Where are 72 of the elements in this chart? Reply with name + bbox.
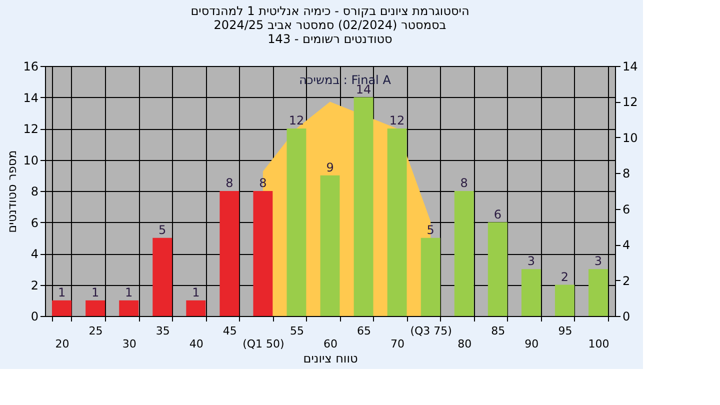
y-tick-label: 8 [30, 184, 38, 198]
bar [119, 300, 139, 316]
text: סטודנטים רשומים - 143 [268, 32, 392, 46]
text: היסטוגרמת ציונים בקורס - כימיה אנליטית 1 למהנדסים [190, 4, 470, 18]
x-tick-label: 60 [324, 338, 338, 350]
y-tick-label: 2 [30, 278, 38, 292]
data-label: 8 [460, 176, 468, 190]
x-tick-label: 25 [88, 324, 103, 338]
data-label: 8 [226, 176, 234, 190]
data-label: 12 [288, 114, 304, 128]
x-tick-label: 35 [156, 324, 170, 338]
data-label: 2 [560, 270, 569, 284]
data-label: 1 [91, 285, 100, 300]
y2-tick-label: 12 [622, 95, 638, 110]
y-tick-label: 4 [30, 247, 38, 261]
text: בסמסטר (02/2024) סמסטר אביב 2024/25 [214, 18, 446, 32]
y-tick-label: 10 [23, 153, 38, 168]
bar [588, 269, 608, 316]
bar [186, 300, 206, 316]
bar [521, 269, 541, 316]
x-tick-label: 45 [222, 324, 237, 338]
bar [220, 191, 240, 316]
bar [454, 191, 474, 316]
x-tick-label: 20 [55, 338, 70, 350]
bar [320, 175, 340, 316]
y-tick-label: 14 [23, 90, 38, 105]
x-tick-label: 85 [491, 324, 506, 338]
bar [420, 238, 440, 316]
y-tick-label: 0 [30, 310, 38, 324]
x-tick-label: 30 [122, 338, 136, 350]
data-label: 5 [158, 222, 166, 237]
data-label: 12 [389, 114, 405, 128]
data-label: 3 [594, 254, 602, 268]
y-tick-label: 6 [30, 216, 38, 230]
bar [286, 128, 306, 316]
data-label: 1 [58, 285, 66, 300]
x-tick-label: 70 [390, 338, 405, 350]
data-label: 5 [426, 222, 434, 237]
y2-tick-label: 10 [622, 130, 638, 145]
x-tick-label: (Q3 75) [410, 324, 452, 338]
bar [52, 300, 72, 316]
bar [554, 284, 574, 316]
y-axis-title: מספר סטודנטים [5, 150, 20, 233]
bar [387, 128, 407, 316]
data-label: 9 [326, 160, 334, 174]
y-tick-label: 12 [23, 122, 38, 136]
bar [86, 300, 106, 316]
data-label: 1 [192, 285, 200, 300]
y2-tick-label: 14 [622, 60, 638, 74]
bar [253, 191, 273, 316]
data-label: 1 [125, 285, 133, 300]
y2-tick-label: 6 [622, 202, 630, 216]
data-label: 3 [527, 254, 535, 268]
x-tick-label: 95 [558, 324, 572, 338]
y2-tick-label: 0 [622, 310, 630, 324]
x-axis-title: טווח ציונים [303, 352, 358, 366]
x-tick-label: 100 [588, 338, 610, 350]
y2-tick-label: 2 [622, 274, 630, 288]
x-tick-label: (Q1 50) [242, 338, 284, 350]
x-tick-label: 55 [290, 324, 304, 338]
data-label: 8 [259, 176, 267, 190]
x-tick-label: 90 [524, 338, 539, 350]
y-tick-label: 16 [23, 60, 38, 74]
y2-tick-label: 8 [622, 166, 630, 181]
x-tick-label: 65 [357, 324, 372, 338]
bar [354, 97, 374, 316]
x-tick-label: 40 [189, 338, 204, 350]
bar [152, 238, 172, 316]
y2-tick-label: 4 [622, 238, 630, 252]
bar [488, 222, 508, 316]
x-tick-label: 80 [458, 338, 472, 350]
data-label: 6 [494, 207, 502, 222]
